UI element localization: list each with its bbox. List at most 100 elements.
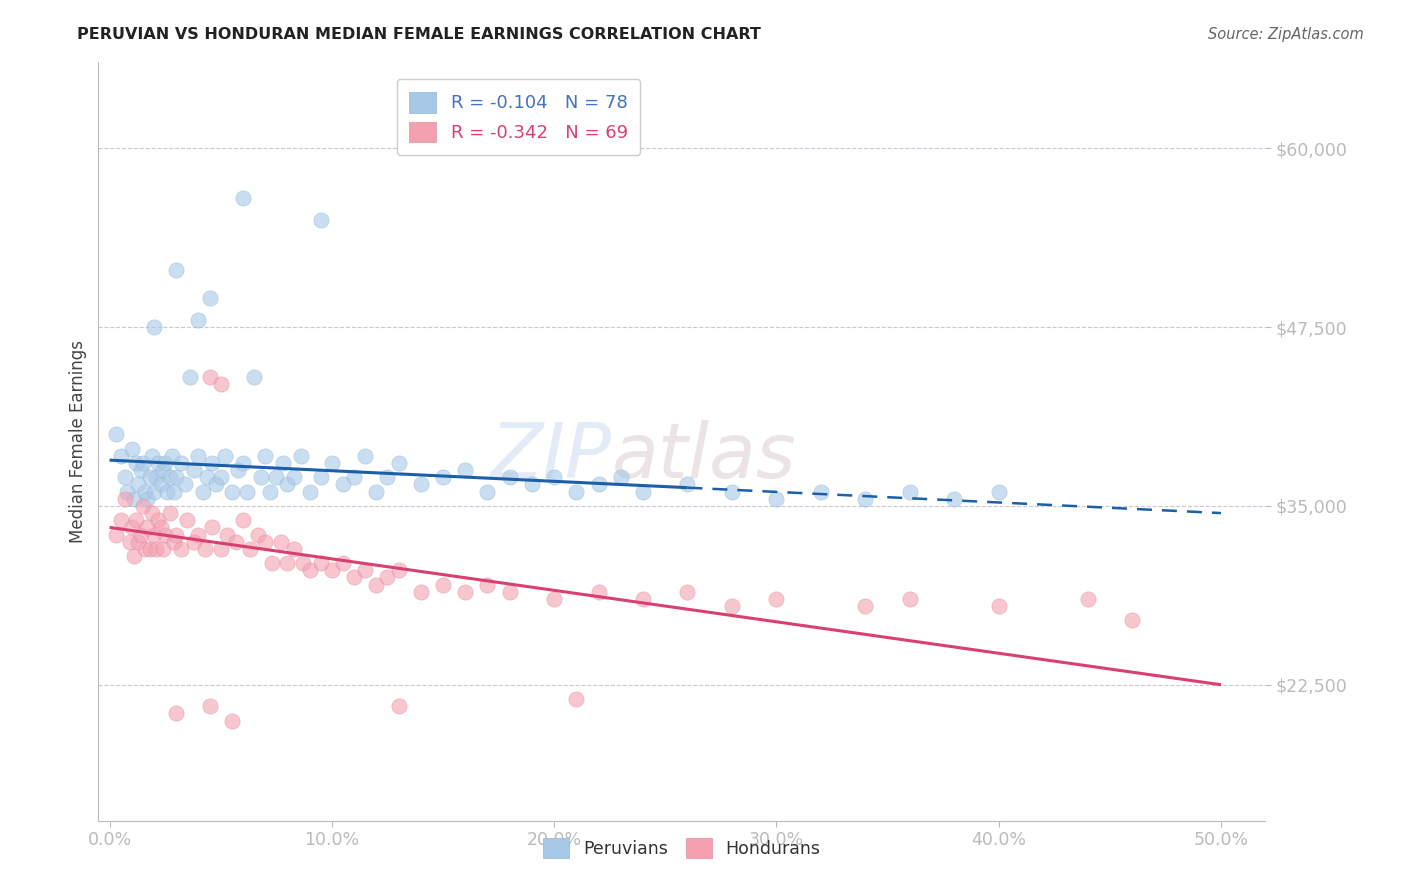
Point xyxy=(201,456,224,470)
Point xyxy=(543,591,565,606)
Point xyxy=(209,541,232,556)
Point xyxy=(432,577,454,591)
Point xyxy=(121,520,143,534)
Point xyxy=(676,584,699,599)
Point xyxy=(387,699,409,714)
Point xyxy=(122,549,145,563)
Point xyxy=(309,212,332,227)
Point xyxy=(121,442,143,456)
Point xyxy=(198,370,221,384)
Point xyxy=(114,491,136,506)
Point xyxy=(153,527,176,541)
Point xyxy=(152,463,174,477)
Point xyxy=(676,477,699,491)
Point xyxy=(236,484,259,499)
Point xyxy=(853,599,876,613)
Point xyxy=(198,699,221,714)
Point xyxy=(343,570,366,584)
Point xyxy=(232,513,254,527)
Point xyxy=(366,484,388,499)
Point xyxy=(610,470,633,484)
Point xyxy=(187,527,209,541)
Point xyxy=(520,477,543,491)
Point xyxy=(114,470,136,484)
Point xyxy=(454,463,477,477)
Point xyxy=(187,449,209,463)
Point xyxy=(987,599,1010,613)
Point xyxy=(228,463,250,477)
Point xyxy=(191,484,214,499)
Point xyxy=(765,591,787,606)
Point xyxy=(105,527,128,541)
Point xyxy=(298,484,321,499)
Point xyxy=(201,520,224,534)
Point xyxy=(853,491,876,506)
Point xyxy=(148,513,170,527)
Point xyxy=(276,477,298,491)
Point xyxy=(321,456,343,470)
Point xyxy=(160,449,183,463)
Point xyxy=(232,191,254,205)
Point xyxy=(125,513,148,527)
Point xyxy=(141,449,163,463)
Point xyxy=(454,584,477,599)
Point xyxy=(127,534,149,549)
Point xyxy=(225,534,247,549)
Point xyxy=(163,534,186,549)
Point xyxy=(153,456,176,470)
Point xyxy=(125,456,148,470)
Text: atlas: atlas xyxy=(612,420,796,493)
Point xyxy=(169,456,191,470)
Point xyxy=(183,534,205,549)
Point xyxy=(163,484,186,499)
Point xyxy=(176,513,198,527)
Point xyxy=(298,563,321,577)
Point xyxy=(149,520,172,534)
Point xyxy=(134,484,156,499)
Point xyxy=(183,463,205,477)
Point xyxy=(309,470,332,484)
Point xyxy=(243,370,266,384)
Point xyxy=(354,563,377,577)
Point xyxy=(214,449,236,463)
Point xyxy=(159,470,181,484)
Point xyxy=(321,563,343,577)
Point xyxy=(309,556,332,570)
Point xyxy=(134,541,156,556)
Point xyxy=(343,470,366,484)
Point xyxy=(254,534,277,549)
Point xyxy=(148,456,170,470)
Point xyxy=(165,527,187,541)
Point xyxy=(631,591,654,606)
Point xyxy=(110,513,132,527)
Point xyxy=(141,506,163,520)
Point xyxy=(129,463,152,477)
Point xyxy=(477,577,499,591)
Point xyxy=(127,477,149,491)
Point xyxy=(110,449,132,463)
Point xyxy=(588,477,610,491)
Point xyxy=(145,470,167,484)
Point xyxy=(283,541,305,556)
Point xyxy=(1077,591,1099,606)
Point xyxy=(409,477,432,491)
Point xyxy=(1121,613,1143,627)
Point xyxy=(165,263,187,277)
Point xyxy=(366,577,388,591)
Point xyxy=(354,449,377,463)
Point xyxy=(239,541,262,556)
Point xyxy=(377,470,399,484)
Y-axis label: Median Female Earnings: Median Female Earnings xyxy=(69,340,87,543)
Point xyxy=(565,484,588,499)
Point xyxy=(377,570,399,584)
Point xyxy=(117,484,139,499)
Point xyxy=(543,470,565,484)
Point xyxy=(254,449,277,463)
Point xyxy=(174,477,197,491)
Point xyxy=(810,484,832,499)
Point xyxy=(477,484,499,499)
Point xyxy=(332,477,354,491)
Point xyxy=(118,534,141,549)
Point xyxy=(217,527,239,541)
Point xyxy=(122,491,145,506)
